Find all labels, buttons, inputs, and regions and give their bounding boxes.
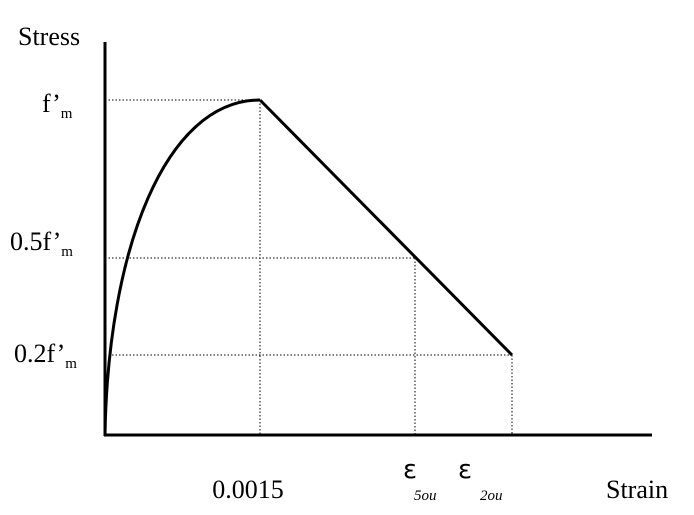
- label-main: 0.2f’: [14, 339, 65, 368]
- fifth-stress-label: 0.2f’m: [14, 339, 77, 372]
- strain-50-symbol: ε: [403, 455, 417, 485]
- peak-stress-label: f’m: [42, 89, 73, 122]
- label-sub: m: [61, 106, 73, 122]
- ascending-curve: [103, 98, 261, 436]
- label-main: 0.5f’: [10, 227, 61, 256]
- strain-20-symbol: ε: [458, 455, 472, 485]
- descending-line: [258, 98, 514, 357]
- strain-50-subscript: 5ou: [414, 488, 437, 504]
- half-stress-label: 0.5f’m: [10, 227, 73, 260]
- strain-20-subscript: 2ou: [480, 488, 503, 504]
- x-axis-label: Strain: [606, 475, 668, 504]
- peak-strain-label: 0.0015: [212, 475, 284, 504]
- label-main: f’: [42, 89, 61, 118]
- guide-lines: [105, 99, 513, 435]
- label-sub: m: [61, 244, 73, 260]
- y-axis-label: Stress: [18, 22, 80, 51]
- label-sub: m: [65, 356, 77, 372]
